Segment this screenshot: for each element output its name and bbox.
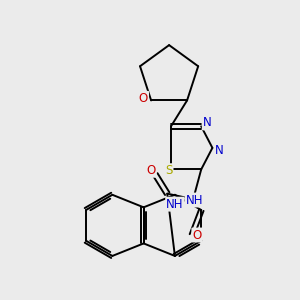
Text: N: N	[215, 143, 224, 157]
Text: N: N	[203, 116, 212, 129]
Text: NH: NH	[166, 198, 184, 211]
Text: O: O	[139, 92, 148, 105]
Text: O: O	[192, 229, 202, 242]
Text: NH: NH	[186, 194, 203, 206]
Text: S: S	[165, 164, 172, 177]
Text: O: O	[146, 164, 156, 177]
